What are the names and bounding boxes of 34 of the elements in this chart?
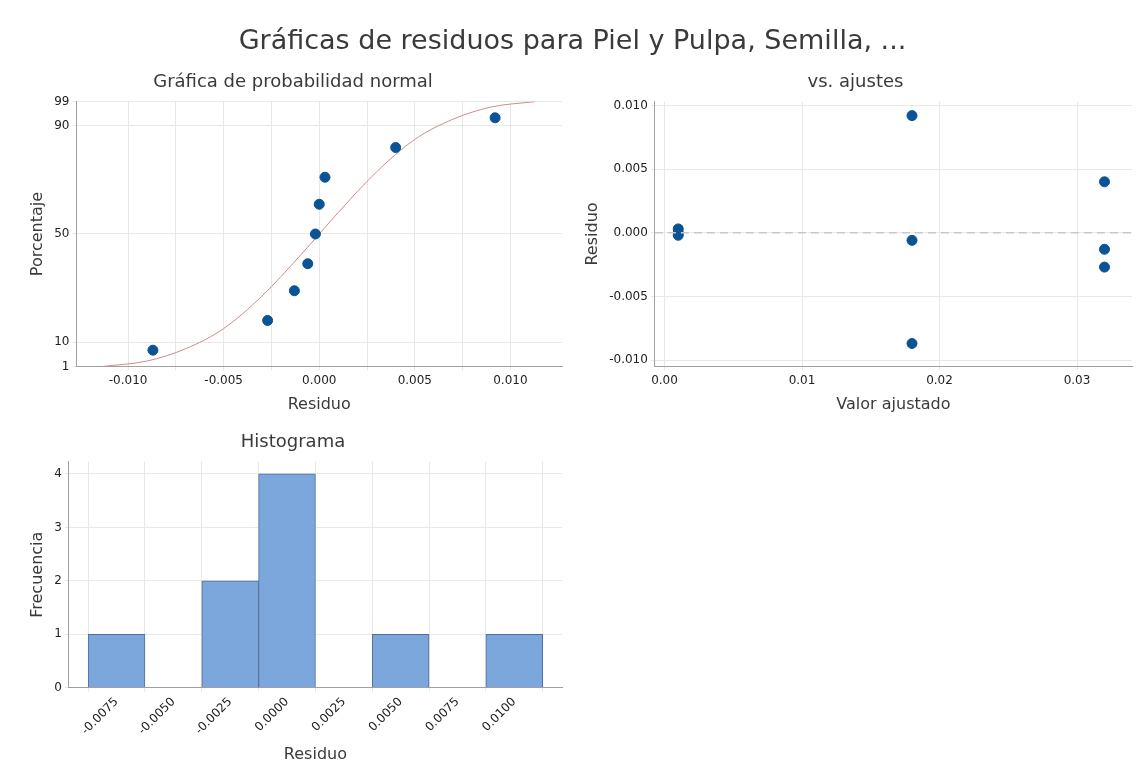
y-tick-label: -0.005 [609, 288, 648, 303]
y-axis-title: Porcentaje [26, 191, 46, 277]
y-axis-title: Frecuencia [26, 531, 46, 618]
x-tick-label: 0.02 [926, 372, 953, 387]
y-tick-label: 0 [54, 679, 62, 694]
x-tick-label: 0.010 [493, 372, 528, 387]
y-axis-title: Residuo [581, 202, 601, 266]
y-tick-label: 3 [54, 519, 62, 534]
y-tick-label: 0.010 [613, 97, 648, 112]
y-tick-label: 90 [54, 118, 70, 133]
x-tick-label: 0.000 [302, 372, 337, 387]
chart-title: vs. ajustes [807, 70, 904, 92]
y-tick-label: 99 [54, 93, 70, 108]
x-axis-title: Residuo [287, 393, 351, 413]
x-tick-label: 0.00 [651, 372, 678, 387]
y-tick-label: 0.005 [613, 161, 648, 176]
x-tick-label: 0.005 [397, 372, 432, 387]
chart-title: Gráficas de residuos para Piel y Pulpa, Semilla, ... [237, 24, 908, 55]
x-axis-title: Residuo [283, 743, 347, 763]
y-tick-label: 4 [54, 466, 62, 481]
x-tick-label: -0.010 [108, 372, 148, 387]
y-tick-label: 2 [54, 573, 62, 588]
y-tick-label: 10 [54, 334, 70, 349]
y-tick-label: 1 [54, 626, 62, 641]
x-tick-label: 0.01 [788, 372, 816, 387]
x-axis-title: Valor ajustado [836, 393, 951, 413]
y-tick-label: 1 [61, 358, 70, 373]
chart-subtitle: Gráfica de probabilidad normal [153, 70, 433, 92]
x-tick-label: 0.03 [1063, 372, 1091, 387]
y-tick-label: -0.010 [609, 352, 648, 367]
y-tick-label: 50 [54, 226, 70, 241]
x-tick-label: -0.005 [204, 372, 243, 387]
chart-title: Histograma [240, 430, 346, 452]
y-tick-label: 0.000 [613, 224, 648, 239]
